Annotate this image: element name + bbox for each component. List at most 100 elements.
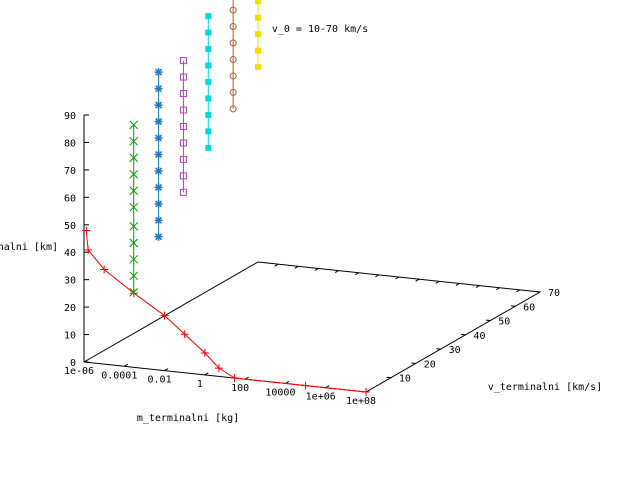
- data-point: [229, 23, 237, 31]
- series-v0-10: [82, 226, 370, 396]
- x-tick-mark: [204, 372, 209, 376]
- data-point: [129, 202, 139, 212]
- data-point: [255, 14, 261, 21]
- z-tick-label: 30: [64, 276, 76, 287]
- base-plane: [83, 261, 542, 393]
- z-tick-label: 50: [64, 221, 76, 232]
- data-point: [229, 55, 237, 63]
- z-tick-label: 60: [64, 193, 76, 204]
- x-far-tick-mark: [314, 267, 319, 271]
- data-point: [154, 232, 163, 241]
- data-point: [129, 136, 139, 146]
- x-tick-label: 1e+08: [346, 396, 376, 407]
- series-line: [85, 230, 367, 393]
- x-tick-label: 1e-06: [64, 366, 94, 377]
- x-far-tick-mark: [475, 285, 480, 289]
- data-point: [205, 46, 212, 53]
- data-point: [129, 271, 139, 281]
- y-axis-label: v_terminalni [km/s]: [488, 382, 602, 393]
- series-v0-20: [129, 120, 139, 297]
- data-point: [362, 388, 370, 396]
- x-tick-mark: [124, 363, 129, 367]
- data-point: [154, 183, 163, 192]
- data-point: [154, 68, 163, 77]
- z-tick-label: 40: [64, 248, 76, 259]
- x-far-tick-mark: [495, 287, 500, 291]
- data-point: [205, 111, 212, 118]
- data-point: [205, 128, 212, 135]
- x-far-tick-mark: [274, 263, 279, 267]
- data-point: [205, 95, 212, 102]
- data-point: [230, 374, 239, 383]
- data-point: [154, 117, 163, 126]
- data-point: [179, 122, 187, 130]
- data-series: [82, 0, 370, 396]
- x-far-tick-mark: [294, 265, 299, 269]
- data-point: [154, 166, 163, 175]
- z-tick-label: 90: [64, 111, 76, 122]
- data-point: [255, 0, 261, 5]
- x-tick-label: 1e+06: [306, 392, 336, 403]
- data-point: [154, 134, 163, 143]
- data-point: [301, 381, 310, 390]
- x-far-tick-mark: [415, 278, 420, 282]
- data-point: [179, 155, 187, 163]
- y-tick-label: 30: [449, 345, 461, 356]
- data-point: [255, 64, 261, 71]
- data-point: [205, 13, 212, 20]
- data-point: [154, 199, 163, 208]
- data-point: [179, 73, 187, 81]
- x-tick-label: 100: [231, 383, 249, 394]
- x-far-tick-mark: [455, 282, 460, 286]
- data-point: [100, 265, 109, 274]
- x-far-tick-mark: [516, 289, 521, 293]
- y-tick-label: 60: [523, 302, 535, 313]
- data-point: [129, 238, 139, 248]
- data-point: [180, 330, 189, 339]
- data-point: [205, 29, 212, 36]
- z-axis-label: h_terminalni [km]: [0, 242, 58, 253]
- data-point: [129, 287, 139, 297]
- z-tick-label: 10: [64, 331, 76, 342]
- data-point: [129, 169, 139, 179]
- data-point: [205, 144, 212, 151]
- x-far-tick-mark: [375, 274, 380, 278]
- data-point: [200, 348, 209, 357]
- data-point: [179, 106, 187, 114]
- z-tick-label: 70: [64, 166, 76, 177]
- data-point: [154, 101, 163, 110]
- data-point: [255, 47, 261, 54]
- y-tick-label: 10: [399, 374, 411, 385]
- data-point: [229, 39, 237, 47]
- data-point: [129, 186, 139, 196]
- axes-frame: [83, 115, 542, 393]
- data-point: [179, 90, 187, 98]
- axis-ticks: 1e-06 0.0001 0.01 1 100 10000 1e+06 1e+08102030…: [64, 111, 560, 407]
- data-point: [129, 153, 139, 163]
- x-far-tick-mark: [354, 272, 359, 276]
- data-point: [154, 150, 163, 159]
- x-far-tick-mark: [334, 270, 339, 274]
- series-v0-60: [229, 0, 237, 113]
- x-tick-mark: [164, 368, 169, 372]
- x-far-tick-mark: [395, 276, 400, 280]
- data-point: [255, 31, 261, 38]
- data-point: [154, 84, 163, 93]
- z-tick-label: 80: [64, 138, 76, 149]
- data-point: [229, 72, 237, 80]
- y-tick-label: 70: [548, 288, 560, 299]
- data-point: [205, 78, 212, 85]
- data-point: [229, 88, 237, 96]
- x-far-tick-mark: [435, 280, 440, 284]
- data-point: [129, 120, 139, 130]
- z-tick-label: 0: [70, 358, 76, 369]
- data-point: [82, 226, 91, 235]
- data-point: [179, 172, 187, 180]
- data-point: [160, 311, 169, 320]
- data-point: [229, 6, 237, 14]
- data-point: [179, 139, 187, 147]
- series-v0-30: [154, 68, 163, 241]
- data-point: [154, 216, 163, 225]
- x-tick-label: 0.01: [148, 375, 172, 386]
